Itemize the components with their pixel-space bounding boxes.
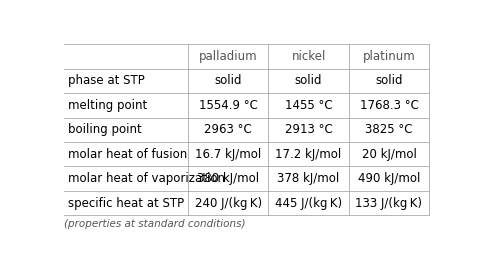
Text: solid: solid: [374, 74, 402, 87]
Text: 1554.9 °C: 1554.9 °C: [198, 99, 257, 112]
Text: molar heat of fusion: molar heat of fusion: [68, 148, 187, 161]
Text: 378 kJ/mol: 378 kJ/mol: [277, 172, 339, 185]
Text: palladium: palladium: [199, 50, 257, 63]
Text: boiling point: boiling point: [68, 123, 142, 136]
Text: molar heat of vaporization: molar heat of vaporization: [68, 172, 225, 185]
Text: 3825 °C: 3825 °C: [364, 123, 412, 136]
Text: 240 J/(kg K): 240 J/(kg K): [194, 197, 261, 210]
Text: 445 J/(kg K): 445 J/(kg K): [275, 197, 341, 210]
Text: melting point: melting point: [68, 99, 147, 112]
Text: nickel: nickel: [291, 50, 325, 63]
Text: platinum: platinum: [362, 50, 415, 63]
Text: specific heat at STP: specific heat at STP: [68, 197, 184, 210]
Text: 17.2 kJ/mol: 17.2 kJ/mol: [275, 148, 341, 161]
Text: 1768.3 °C: 1768.3 °C: [359, 99, 418, 112]
Text: 2913 °C: 2913 °C: [284, 123, 332, 136]
Text: 20 kJ/mol: 20 kJ/mol: [361, 148, 416, 161]
Text: 133 J/(kg K): 133 J/(kg K): [355, 197, 421, 210]
Text: 490 kJ/mol: 490 kJ/mol: [357, 172, 420, 185]
Text: solid: solid: [294, 74, 322, 87]
Text: 16.7 kJ/mol: 16.7 kJ/mol: [195, 148, 261, 161]
Text: phase at STP: phase at STP: [68, 74, 145, 87]
Text: (properties at standard conditions): (properties at standard conditions): [64, 219, 245, 229]
Text: solid: solid: [214, 74, 241, 87]
Text: 1455 °C: 1455 °C: [284, 99, 332, 112]
Text: 2963 °C: 2963 °C: [204, 123, 252, 136]
Text: 380 kJ/mol: 380 kJ/mol: [197, 172, 259, 185]
